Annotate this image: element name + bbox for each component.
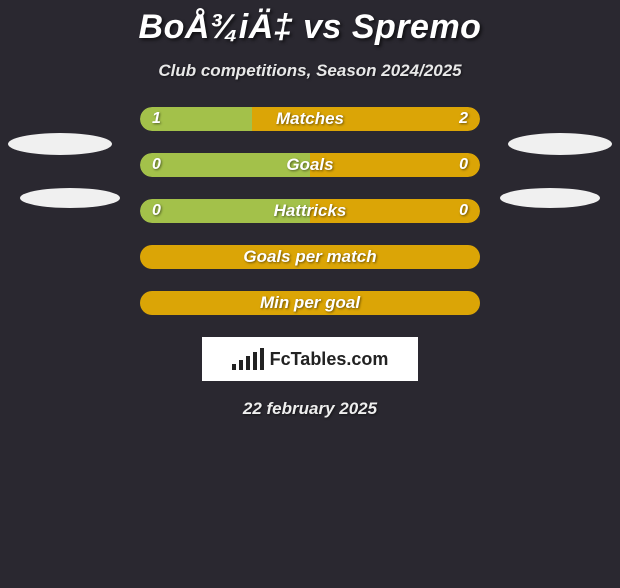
player-left-avatar-1 (8, 133, 112, 155)
player-right-avatar-2 (500, 188, 600, 208)
player-right-avatar-1 (508, 133, 612, 155)
page-title: BoÅ¾iÄ‡ vs Spremo (0, 8, 620, 47)
stat-label: Goals (140, 153, 480, 177)
stat-row: Min per goal (140, 291, 480, 315)
subtitle: Club competitions, Season 2024/2025 (0, 61, 620, 81)
logo-bar (239, 360, 243, 370)
logo-bar (253, 352, 257, 370)
stats-container: 12Matches 00Goals 00Hattricks Goals per mat… (140, 107, 480, 315)
logo-bar (246, 356, 250, 370)
player-left-avatar-2 (20, 188, 120, 208)
logo-bar (232, 364, 236, 370)
stat-row: 12Matches (140, 107, 480, 131)
stat-row: 00Hattricks (140, 199, 480, 223)
stat-label: Min per goal (140, 291, 480, 315)
stat-label: Matches (140, 107, 480, 131)
logo-box[interactable]: FcTables.com (202, 337, 418, 381)
date-label: 22 february 2025 (0, 399, 620, 419)
logo-bar (260, 348, 264, 370)
logo-bars-icon (232, 348, 264, 370)
stat-label: Goals per match (140, 245, 480, 269)
stat-row: 00Goals (140, 153, 480, 177)
logo-text: FcTables.com (270, 349, 389, 370)
stat-row: Goals per match (140, 245, 480, 269)
stat-label: Hattricks (140, 199, 480, 223)
